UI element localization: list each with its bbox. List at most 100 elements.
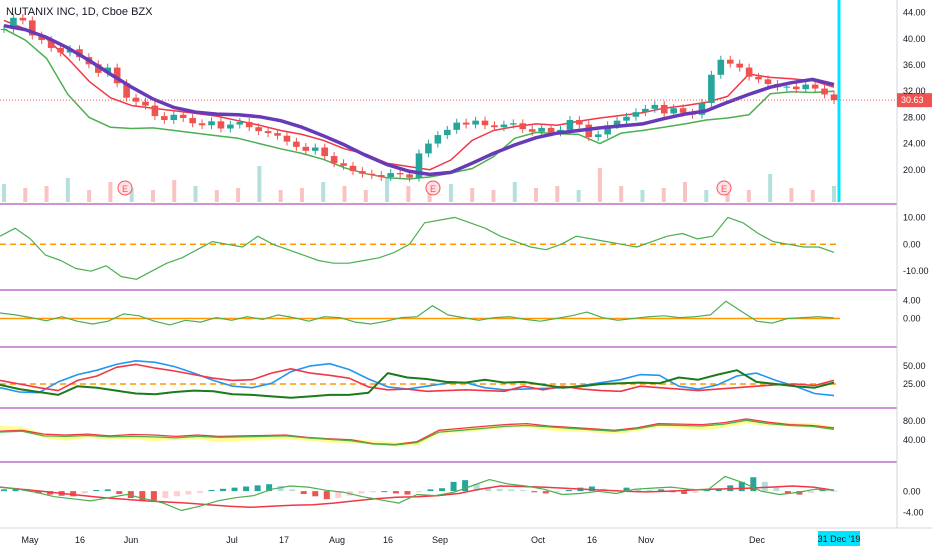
x-axis-label-8: Oct [531, 535, 546, 545]
candle [283, 135, 291, 142]
macd-histogram-bar [531, 491, 538, 493]
price-tick-label-3: 32.00 [903, 86, 926, 96]
volume-bar [768, 174, 773, 202]
x-axis-label-11: Dec [749, 535, 766, 545]
earnings-marker-1 [425, 180, 441, 196]
candle [604, 125, 611, 135]
macd-histogram-bar [796, 491, 803, 495]
volume-bar [321, 182, 326, 202]
price-tick-label-0: 44.00 [903, 8, 926, 18]
macd-histogram-bar [1, 489, 7, 492]
volume-bar [278, 190, 283, 202]
candle [142, 101, 149, 106]
volume-bar [576, 190, 581, 202]
osc1-tick-label-1: 0.00 [903, 239, 921, 249]
candle [623, 116, 630, 121]
price-tick-label-2: 36.00 [903, 60, 926, 70]
volume-bar [299, 188, 304, 202]
volume-bar [406, 186, 411, 202]
volume-bar [555, 186, 560, 202]
x-axis-label-4: 17 [279, 535, 289, 545]
candle [19, 17, 27, 21]
macd-histogram-bar [369, 491, 376, 493]
volume-bar [2, 184, 6, 202]
dmi-red-line [0, 363, 835, 393]
chart-title: NUTANIX INC, 1D, Cboe BZX [6, 6, 153, 18]
macd-histogram-bar [116, 491, 123, 494]
macd-histogram-bar [496, 488, 503, 492]
candle [368, 173, 376, 176]
candle [47, 40, 55, 48]
candle [255, 127, 262, 132]
earnings-marker-0 [117, 180, 133, 196]
candle [198, 123, 206, 126]
candle [519, 123, 527, 130]
macd-histogram-bar [807, 491, 814, 493]
macd-histogram-bar [243, 486, 250, 492]
candle [802, 84, 810, 90]
candle [377, 175, 385, 177]
candle [576, 120, 583, 125]
candle [57, 47, 64, 53]
macd-histogram-bar [819, 489, 826, 492]
macd-histogram-bar [519, 489, 526, 492]
volume-bar [236, 188, 241, 202]
candle [821, 88, 828, 95]
candle [170, 114, 178, 120]
candle [321, 147, 328, 157]
macd-line [0, 475, 835, 512]
candle [0, 28, 8, 30]
macd-histogram-bar [646, 489, 653, 492]
candle [189, 118, 196, 124]
candle [613, 120, 621, 126]
volume-bar [704, 190, 709, 202]
dmi-tick-label-1: 25.00 [903, 379, 926, 389]
volume-bar [512, 182, 517, 202]
macd-histogram-bar [266, 484, 273, 492]
dmi-green-line [0, 369, 835, 399]
macd-histogram-bar [450, 481, 457, 492]
x-axis-label-0: May [21, 535, 39, 545]
macd-histogram-bar [692, 491, 699, 493]
osc2-tick-label-0: 4.00 [903, 295, 921, 305]
macd-histogram-bar [381, 491, 388, 493]
candle [340, 163, 347, 166]
earnings-marker-label-1: E [430, 184, 436, 194]
volume-bar [65, 178, 70, 202]
candle [811, 84, 819, 89]
x-axis-label-7: Sep [432, 535, 448, 545]
candle [481, 120, 489, 126]
macd-histogram-bar [323, 491, 330, 500]
x-axis-label-2: Jun [124, 535, 139, 545]
macd-histogram-bar [70, 491, 77, 497]
x-axis-label-6: 16 [383, 535, 393, 545]
macd-histogram-bar [277, 485, 284, 492]
macd-histogram-bar [508, 489, 515, 492]
candle [28, 20, 36, 36]
volume-bar [448, 184, 453, 202]
volume-bar [597, 168, 602, 202]
candle [472, 120, 479, 125]
candle [264, 131, 272, 134]
x-axis-label-1: 16 [75, 535, 85, 545]
candle [387, 173, 395, 177]
price-tick-label-6: 20.00 [903, 165, 926, 175]
candle [274, 133, 281, 136]
candle [302, 146, 310, 151]
volume-bar [87, 190, 92, 202]
macd-histogram-bar [554, 491, 561, 493]
moving-average-line [3, 23, 835, 177]
macd-tick-label-0: 0.00 [903, 486, 921, 496]
candle [670, 108, 677, 114]
volume-bar [619, 186, 624, 202]
candle [717, 59, 725, 75]
volume-bar [470, 188, 475, 202]
candle [528, 129, 536, 132]
candle [642, 108, 649, 113]
earnings-marker-label-0: E [122, 184, 128, 194]
macd-histogram-bar [750, 477, 757, 492]
candle [745, 67, 753, 77]
macd-histogram-bar [35, 491, 42, 494]
